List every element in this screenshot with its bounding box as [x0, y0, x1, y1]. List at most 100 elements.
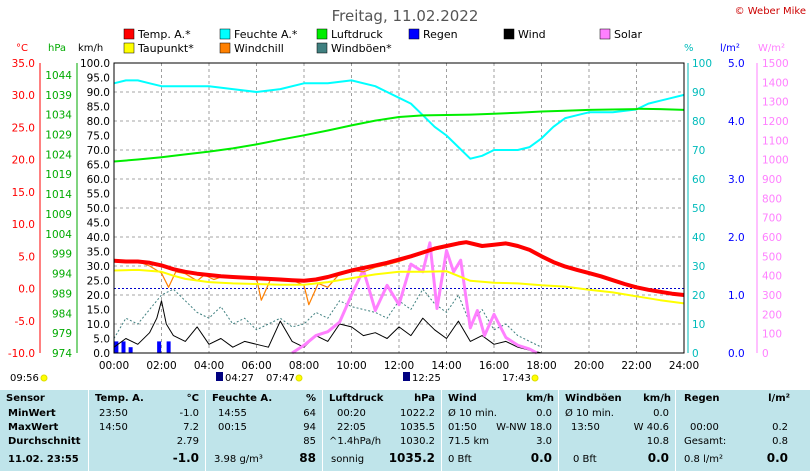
x-axis-tick: 04:00 [194, 360, 224, 372]
legend-swatch [408, 28, 420, 40]
temp-header: Temp. A. [95, 393, 144, 404]
rain-axis-tick: 5.0 [728, 58, 745, 70]
pressure-axis-tick: 1004 [45, 229, 72, 241]
humidity-axis-tick: 80 [692, 116, 705, 128]
wind-axis-tick: 50.0 [87, 203, 110, 215]
wind-max-value: W-NW 18.0 [496, 422, 552, 433]
solar-unit-label: W/m² [758, 43, 785, 54]
legend-swatch [316, 28, 328, 40]
solar-axis-tick: 1500 [762, 58, 789, 70]
rain-current-value: 0.0 [766, 451, 788, 465]
temp-axis-tick: 25.0 [12, 122, 35, 134]
wind-avg10-value: 0.0 [536, 408, 552, 419]
solar-axis-tick: 500 [762, 251, 782, 263]
pressure-axis-tick: 974 [52, 348, 72, 360]
wind-avg-value: 3.0 [536, 436, 552, 447]
pressure-axis-tick: 999 [52, 249, 72, 261]
solar-axis-tick: 200 [762, 309, 782, 321]
temp-axis-tick: 35.0 [12, 58, 35, 70]
legend-swatch [503, 28, 515, 40]
pressure-unit: hPa [414, 393, 435, 404]
legend-swatch [599, 28, 611, 40]
pressure-axis-tick: 1009 [45, 209, 72, 221]
wind-axis-tick: 20.0 [87, 290, 110, 302]
temp-unit: °C [186, 393, 199, 404]
x-axis-tick: 20:00 [574, 360, 604, 372]
x-axis-tick: 22:00 [621, 360, 651, 372]
rain-bar [114, 341, 119, 353]
rain-axis-tick: 4.0 [728, 116, 745, 128]
legend-swatch [219, 28, 231, 40]
moon-phase-icon [216, 372, 223, 381]
humidity-axis-tick: 100 [692, 58, 712, 70]
sun-icon [40, 374, 48, 382]
wind-max-time: 01:50 [448, 422, 477, 433]
wind-unit: km/h [526, 393, 554, 404]
wind-axis-tick: 55.0 [87, 189, 110, 201]
legend-label: Temp. A.* [137, 28, 191, 41]
pressure-axis-tick: 1014 [45, 189, 72, 201]
sensor-header: Sensor [6, 393, 45, 404]
temp-axis-tick: 5.0 [18, 251, 35, 263]
humidity-axis-tick: 30 [692, 261, 705, 273]
solar-axis-tick: 1400 [762, 77, 789, 89]
pressure-min-time: 00:20 [337, 408, 366, 419]
pressure-axis-tick: 1019 [45, 169, 72, 181]
rain-axis-tick: 1.0 [728, 290, 745, 302]
chart-legend: Temp. A.* Feuchte A.* Luftdruck Regen Wind So… [123, 28, 643, 55]
humidity-unit-label: % [684, 43, 694, 54]
humidity-axis-tick: 60 [692, 174, 705, 186]
row-label-min: MinWert [8, 408, 56, 419]
humidity-header: Feuchte A. [212, 393, 273, 404]
humidity-min-time: 14:55 [218, 408, 247, 419]
row-label-avg: Durchschnitt [8, 436, 81, 447]
pressure-avg-value: 1030.2 [400, 436, 435, 447]
rain-max-time: 00:00 [690, 422, 719, 433]
wind-distance: 71.5 km [448, 436, 489, 447]
plot-frame [113, 62, 685, 354]
wind-axis-tick: 100.0 [80, 58, 110, 70]
rain-day-total: 0.8 l/m² [684, 454, 723, 465]
solar-axis-tick: 1200 [762, 116, 789, 128]
rain-unit: l/m² [768, 393, 790, 404]
rain-bar [157, 341, 162, 353]
rain-total-label: Gesamt: [684, 436, 727, 447]
pressure-min-value: 1022.2 [400, 408, 435, 419]
pressure-axis-tick: 1029 [45, 130, 72, 142]
abs-humidity-value: 3.98 g/m³ [214, 454, 263, 465]
temp-axis-tick: -5.0 [15, 316, 36, 328]
wind-axis-tick: 0.0 [93, 348, 110, 360]
solar-axis-tick: 100 [762, 329, 782, 341]
pressure-axis-tick: 984 [52, 308, 72, 320]
legend-label: Wind [518, 28, 546, 41]
legend-swatch [123, 42, 135, 54]
wind-axis-tick: 35.0 [87, 247, 110, 259]
pressure-axis-tick: 1024 [45, 149, 72, 161]
wind-bft: 0 Bft [448, 454, 472, 465]
humidity-avg-value: 85 [303, 436, 316, 447]
temp-max-value: 7.2 [183, 422, 199, 433]
wind-axis-tick: 85.0 [87, 102, 110, 114]
solar-axis-tick: 0 [762, 348, 769, 360]
legend-label: Luftdruck [331, 28, 383, 41]
gusts-current-value: 0.0 [647, 451, 669, 465]
wind-axis-tick: 90.0 [87, 87, 110, 99]
solar-axis-tick: 300 [762, 290, 782, 302]
pressure-axis-tick: 989 [52, 288, 72, 300]
legend-label: Windböen* [331, 42, 392, 55]
gusts-header: Windböen [565, 393, 622, 404]
solar-axis-tick: 700 [762, 213, 782, 225]
moon-phase-icon-2 [403, 372, 410, 381]
pressure-header: Luftdruck [329, 393, 384, 404]
solar-axis-tick: 800 [762, 193, 782, 205]
legend-label: Windchill [234, 42, 284, 55]
temp-axis-tick: 20.0 [12, 155, 35, 167]
x-axis-tick: 10:00 [336, 360, 366, 372]
wind-axis-tick: 10.0 [87, 319, 110, 331]
temp-axis-tick: 30.0 [12, 90, 35, 102]
solar-axis-tick: 1300 [762, 97, 789, 109]
temp-axis-tick: 10.0 [12, 219, 35, 231]
temp-axis-tick: 0.0 [18, 284, 35, 296]
x-axis-tick: 18:00 [526, 360, 556, 372]
humidity-axis-tick: 20 [692, 290, 705, 302]
